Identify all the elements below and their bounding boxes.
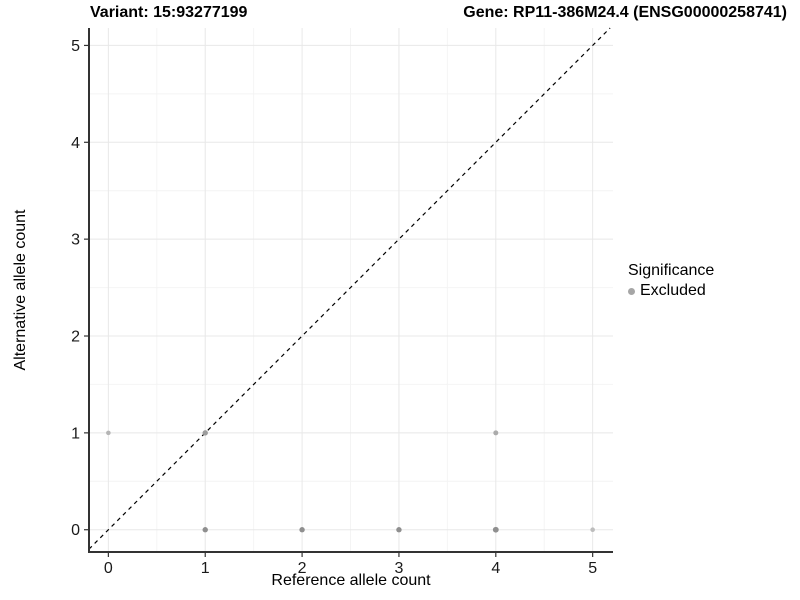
variant-title: Variant: 15:93277199 <box>90 4 248 21</box>
y-tick-label: 3 <box>71 232 80 249</box>
legend-item-excluded: Excluded <box>628 282 714 300</box>
data-point <box>106 430 111 436</box>
x-tick-label: 4 <box>491 560 500 577</box>
identity-dashed-line <box>88 27 611 550</box>
data-point <box>492 526 499 533</box>
legend: Significance Excluded <box>628 262 714 300</box>
y-tick-label: 4 <box>71 135 80 152</box>
x-axis-title: Reference allele count <box>271 572 431 589</box>
data-point <box>590 527 595 533</box>
y-tick-label: 2 <box>71 329 80 346</box>
y-tick-label: 0 <box>71 522 80 539</box>
x-tick-label: 5 <box>588 560 597 577</box>
legend-point-icon <box>628 287 635 295</box>
y-tick-label: 1 <box>71 425 80 442</box>
gene-title: Gene: RP11-386M24.4 (ENSG00000258741) <box>463 4 787 21</box>
data-point <box>202 527 208 533</box>
y-axis-title: Alternative allele count <box>12 209 29 371</box>
x-tick-label: 0 <box>104 560 113 577</box>
data-point <box>202 430 208 436</box>
x-tick-label: 1 <box>201 560 210 577</box>
data-point <box>493 430 499 436</box>
y-tick-label: 5 <box>71 38 80 55</box>
legend-title: Significance <box>628 262 715 279</box>
x-tick-label: 2 <box>298 560 307 577</box>
legend-item-label: Excluded <box>640 282 706 299</box>
x-tick-label: 3 <box>394 560 403 577</box>
data-point <box>396 527 402 533</box>
data-point <box>299 527 305 533</box>
